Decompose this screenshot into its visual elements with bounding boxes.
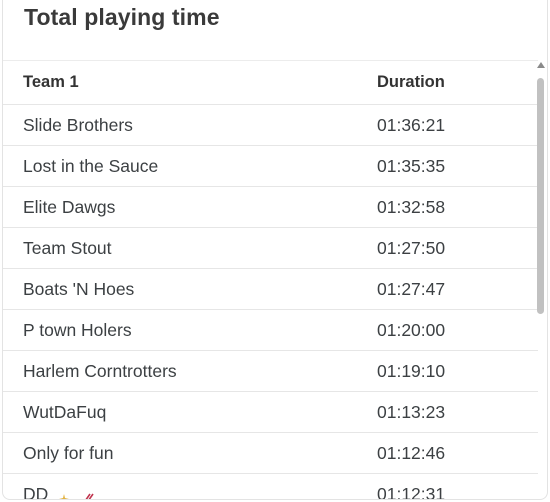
duration-value: 01:35:35 xyxy=(377,155,446,176)
scroll-up-arrow-icon[interactable] xyxy=(537,62,545,68)
duration-value: 01:27:50 xyxy=(377,237,446,258)
team-name: Lost in the Sauce xyxy=(23,155,159,176)
table-row: Harlem Corntrotters 01:19:10 xyxy=(3,351,538,392)
team-name: Harlem Corntrotters xyxy=(23,360,177,381)
vertical-scrollbar[interactable] xyxy=(535,60,545,499)
table-row: DD 01:12:31 xyxy=(3,474,538,500)
table-row: WutDaFuq 01:13:23 xyxy=(3,392,538,433)
table-row: P town Holers 01:20:00 xyxy=(3,310,538,351)
header-duration: Duration xyxy=(377,73,445,91)
table-row: Only for fun 01:12:46 xyxy=(3,433,538,474)
duration-value: 01:20:00 xyxy=(377,319,446,340)
table-row: Slide Brothers 01:36:21 xyxy=(3,105,538,146)
duration-value: 01:27:47 xyxy=(377,278,446,299)
team-name: Only for fun xyxy=(23,442,114,463)
team-name: Boats 'N Hoes xyxy=(23,278,135,299)
team-name: WutDaFuq xyxy=(23,401,107,422)
duration-value: 01:19:10 xyxy=(377,360,446,381)
table-row: Boats 'N Hoes 01:27:47 xyxy=(3,269,538,310)
header-team: Team 1 xyxy=(23,73,79,91)
team-name: P town Holers xyxy=(23,319,132,340)
table-header-row: Team 1 Duration xyxy=(3,61,538,105)
pencil-icon xyxy=(80,489,94,499)
team-name: Slide Brothers xyxy=(23,114,133,135)
duration-value: 01:13:23 xyxy=(377,401,446,422)
team-name-cell: DD xyxy=(3,483,377,500)
duration-value: 01:12:46 xyxy=(377,442,446,463)
duration-value: 01:32:58 xyxy=(377,196,446,217)
table-row: Lost in the Sauce 01:35:35 xyxy=(3,146,538,187)
playing-time-table[interactable]: Team 1 Duration Slide Brothers 01:36:21 … xyxy=(3,60,538,500)
team-name: Team Stout xyxy=(23,237,112,258)
card-title: Total playing time xyxy=(24,4,220,30)
table-row: Elite Dawgs 01:32:58 xyxy=(3,187,538,228)
team-name: Elite Dawgs xyxy=(23,196,116,217)
sparkles-icon xyxy=(57,489,71,499)
duration-value: 01:36:21 xyxy=(377,114,446,135)
team-name: DD xyxy=(23,483,49,500)
duration-value: 01:12:31 xyxy=(377,483,446,500)
table-row: Team Stout 01:27:50 xyxy=(3,228,538,269)
scrollbar-thumb[interactable] xyxy=(537,78,544,314)
